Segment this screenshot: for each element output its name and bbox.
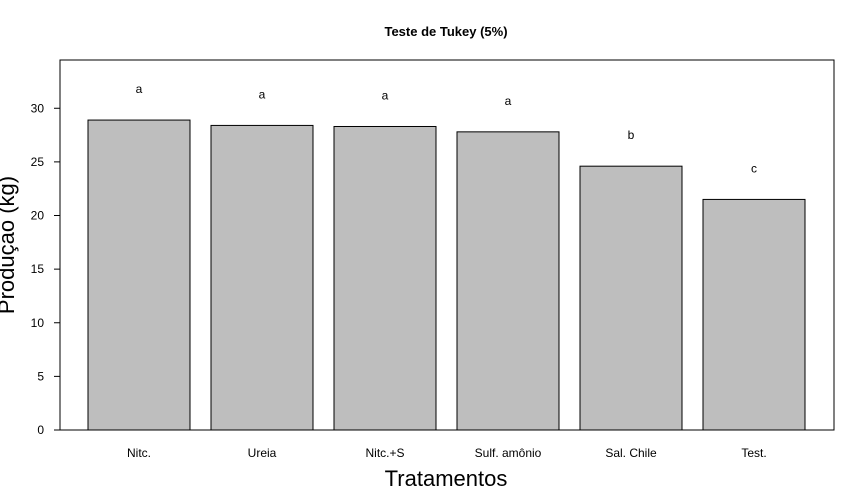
tukey-group-label: b (628, 128, 635, 142)
y-tick-label: 15 (31, 262, 45, 276)
y-tick-label: 5 (37, 369, 44, 383)
y-tick-label: 20 (31, 209, 45, 223)
bars-group (87, 119, 806, 431)
x-category-label: Nitc. (127, 446, 151, 460)
y-axis: 0 5 10 15 20 25 30 (31, 101, 60, 437)
tukey-group-label: a (382, 88, 389, 102)
x-category-label: Ureia (248, 446, 277, 460)
x-axis-labels: Nitc. Ureia Nitc.+S Sulf. amônio Sal. Chile T… (127, 446, 767, 460)
bar-5 (702, 198, 806, 431)
x-category-label: Sulf. amônio (475, 446, 542, 460)
y-tick-label: 0 (37, 423, 44, 437)
x-axis-title: Tratamentos (385, 466, 508, 491)
bar-1 (210, 124, 314, 431)
tukey-group-labels: a a a a b c (136, 82, 757, 175)
tukey-group-label: a (136, 82, 143, 96)
bar-0 (87, 119, 191, 431)
chart-title: Teste de Tukey (5%) (384, 24, 507, 39)
tukey-group-label: c (751, 161, 757, 175)
x-category-label: Nitc.+S (365, 446, 404, 460)
x-category-label: Sal. Chile (605, 446, 657, 460)
bar-4 (579, 165, 683, 431)
y-tick-label: 30 (31, 101, 45, 115)
bar-3 (456, 131, 560, 431)
y-tick-label: 25 (31, 155, 45, 169)
y-tick-label: 10 (31, 316, 45, 330)
plot-frame (59, 59, 835, 431)
tukey-group-label: a (505, 94, 512, 108)
x-category-label: Test. (741, 446, 766, 460)
bar-2 (333, 125, 437, 431)
y-axis-title: Produçao (kg) (0, 176, 19, 314)
tukey-group-label: a (259, 87, 266, 101)
